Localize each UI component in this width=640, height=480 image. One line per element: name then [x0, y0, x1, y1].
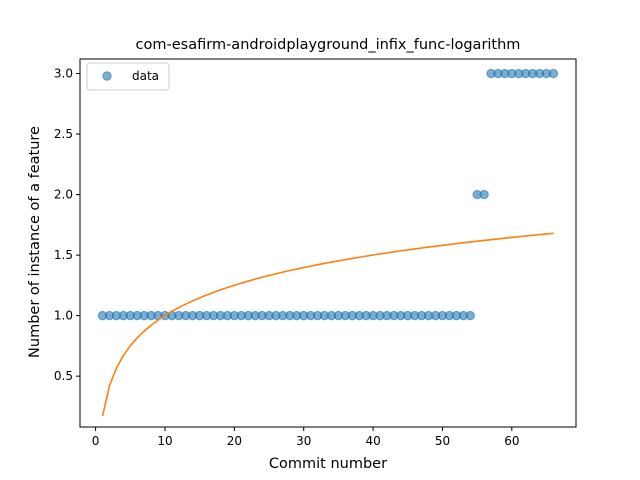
y-tick-label: 0.5 [54, 369, 73, 383]
legend-label-data: data [132, 69, 159, 83]
fit-line [101, 232, 554, 417]
y-tick-label: 1.5 [54, 248, 73, 262]
legend: data [86, 62, 170, 91]
y-tick-label: 2.5 [54, 127, 73, 141]
chart-title: com-esafirm-androidplayground_infix_func… [136, 37, 521, 53]
axis-ticks: 0 10 20 30 40 50 60 0.5 1.0 1.5 2.0 2.5 3.0 [54, 58, 577, 448]
data-point [465, 310, 475, 321]
x-axis-label: Commit number [269, 456, 387, 472]
x-tick-label: 0 [92, 434, 100, 448]
axes-frame [79, 58, 577, 428]
y-tick-label: 3.0 [54, 67, 73, 81]
x-tick-label: 40 [365, 434, 380, 448]
plot-area [97, 68, 559, 417]
legend-marker-data [102, 71, 112, 81]
y-tick-label: 2.0 [54, 188, 73, 202]
data-point [479, 189, 489, 200]
x-tick-label: 50 [435, 434, 450, 448]
x-tick-label: 60 [504, 434, 519, 448]
data-point [548, 68, 559, 79]
x-tick-label: 10 [157, 434, 172, 448]
y-axis-label: Number of instance of a feature [27, 126, 43, 358]
y-tick-label: 1.0 [54, 309, 73, 323]
legend-frame [86, 62, 170, 91]
x-tick-label: 30 [296, 434, 311, 448]
x-tick-label: 20 [227, 434, 242, 448]
